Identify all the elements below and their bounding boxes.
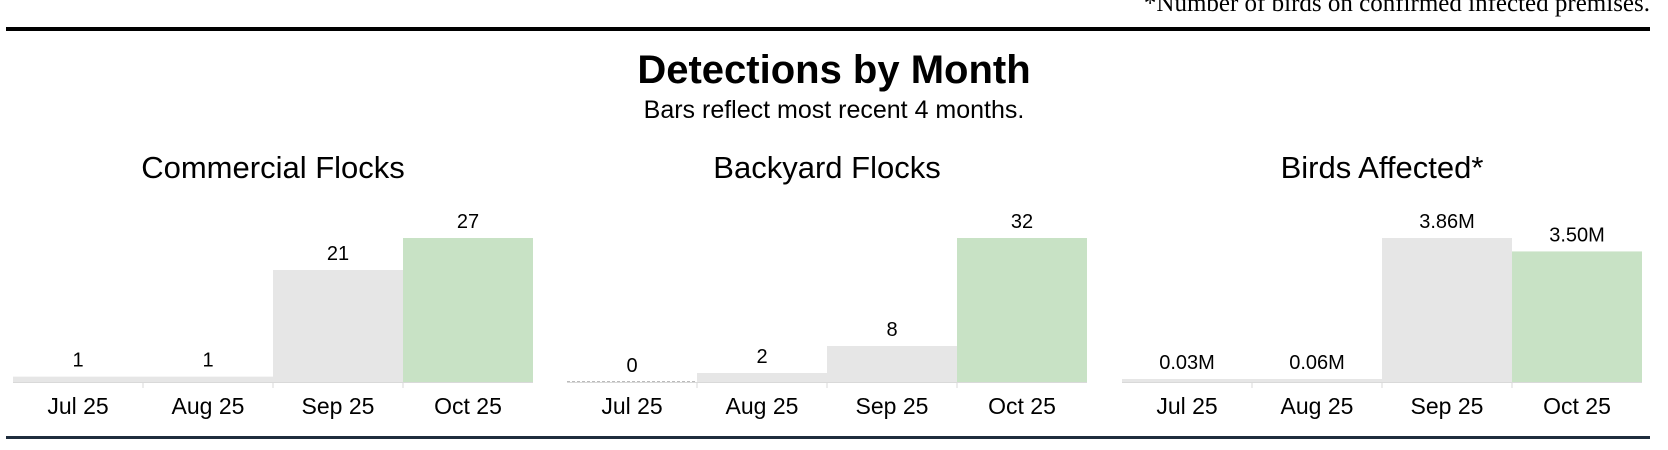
bar-jul-25 [13,376,143,382]
data-label: 3.50M [1549,224,1605,246]
x-tick-label: Aug 25 [726,393,799,419]
data-label: 1 [202,350,213,372]
x-tick-label: Oct 25 [988,393,1056,419]
commercial-flocks-plot: 1 Jul 25 1 Aug 25 21 Sep 25 27 Oct 25 [13,211,533,419]
data-label: 21 [327,243,349,265]
bar-oct-25 [403,238,533,382]
x-tick-label: Sep 25 [1411,393,1484,419]
bar-oct-25 [1512,251,1642,382]
x-tick-label: Aug 25 [1281,393,1354,419]
x-tick-label: Jul 25 [1156,393,1217,419]
data-label: 0.03M [1159,352,1215,374]
bar-jul-25 [1122,379,1252,382]
panel-title: Backyard Flocks [713,150,941,185]
top-divider [6,27,1650,31]
data-label: 8 [886,319,897,341]
bar-aug-25 [143,376,273,382]
x-tick-label: Jul 25 [601,393,662,419]
chart-title: Detections by Month [637,48,1031,92]
x-tick-label: Oct 25 [434,393,502,419]
bar-sep-25 [273,270,403,382]
data-label: 2 [756,346,767,368]
backyard-flocks-chart: Backyard Flocks 0 Jul 25 2 Aug 25 8 Sep 25 32 O… [567,145,1087,430]
data-label: 3.86M [1419,211,1475,233]
data-label: 0.06M [1289,352,1345,374]
bar-aug-25 [1252,379,1382,382]
x-tick-label: Sep 25 [856,393,929,419]
bar-sep-25 [1382,238,1512,382]
data-label: 27 [457,211,479,233]
data-label: 1 [72,350,83,372]
bar-sep-25 [827,346,957,382]
x-tick-label: Jul 25 [47,393,108,419]
commercial-flocks-chart: Commercial Flocks 1 Jul 25 1 Aug 25 21 Sep 25… [13,145,533,430]
data-label: 0 [626,355,637,377]
x-tick-label: Sep 25 [302,393,375,419]
panel-title: Birds Affected* [1280,150,1484,185]
bar-oct-25 [957,238,1087,382]
chart-subtitle: Bars reflect most recent 4 months. [643,96,1025,124]
footnote: *Number of birds on confirmed infected p… [1143,0,1650,17]
bottom-divider [6,436,1650,439]
x-tick-label: Oct 25 [1543,393,1611,419]
birds-affected-plot: 0.03M Jul 25 0.06M Aug 25 3.86M Sep 25 3.50M Oc… [1122,211,1642,419]
data-label: 32 [1011,211,1033,233]
backyard-flocks-plot: 0 Jul 25 2 Aug 25 8 Sep 25 32 Oct 25 [567,211,1087,419]
x-tick-label: Aug 25 [172,393,245,419]
panel-title: Commercial Flocks [141,150,405,185]
bar-aug-25 [697,373,827,382]
birds-affected-chart: Birds Affected* 0.03M Jul 25 0.06M Aug 25 3.… [1122,145,1642,430]
